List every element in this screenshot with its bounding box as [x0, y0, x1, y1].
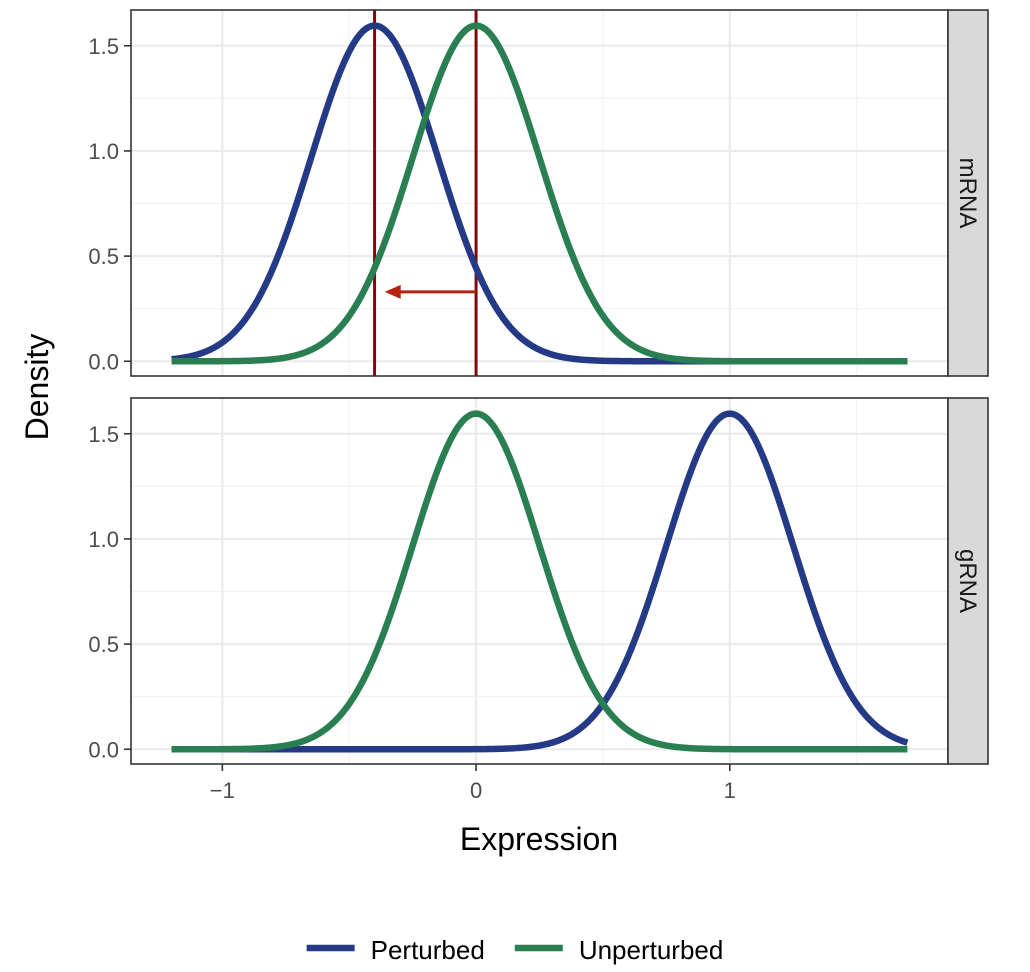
legend-item-unperturbed: Unperturbed [514, 935, 724, 965]
series-line-unperturbed [170, 410, 909, 753]
x-tick-label: −1 [210, 778, 235, 803]
panels-layer: 0.0 0.5 1.0 1.5 mRNA 0.0 0.5 1.0 1.5 gRNA [88, 9, 989, 765]
legend-label: Unperturbed [579, 935, 724, 965]
facet-strip [947, 9, 989, 377]
facet-strip-label: gRNA [954, 549, 981, 613]
shift-arrow [384, 284, 477, 299]
y-tick-label: 0.0 [88, 349, 119, 374]
y-tick-label: 0.0 [88, 737, 119, 762]
x-axis-title: Expression [460, 821, 618, 857]
facet-strip-label: mRNA [954, 158, 981, 229]
y-tick-label: 1.0 [88, 139, 119, 164]
y-tick-label: 1.5 [88, 422, 119, 447]
legend-label: Perturbed [371, 935, 485, 965]
y-axis-title: Density [19, 334, 55, 441]
x-axis: −1 0 1 [210, 764, 736, 803]
panel-mRNA: 0.0 0.5 1.0 1.5 mRNA [88, 9, 989, 377]
panel-background [131, 398, 948, 764]
panel-background [131, 10, 948, 376]
x-tick-label: 0 [470, 778, 482, 803]
panel-gRNA: 0.0 0.5 1.0 1.5 gRNA [88, 397, 989, 765]
y-tick-label: 1.0 [88, 527, 119, 552]
legend-item-perturbed: Perturbed [306, 935, 485, 965]
legend: Perturbed Unperturbed [306, 935, 724, 965]
series-line-perturbed [170, 410, 909, 753]
y-tick-label: 0.5 [88, 244, 119, 269]
y-tick-label: 0.5 [88, 632, 119, 657]
y-tick-label: 1.5 [88, 34, 119, 59]
facet-strip [947, 397, 989, 765]
shift-arrow-head [384, 284, 401, 299]
x-tick-label: 1 [724, 778, 736, 803]
series-line-unperturbed [170, 22, 909, 365]
